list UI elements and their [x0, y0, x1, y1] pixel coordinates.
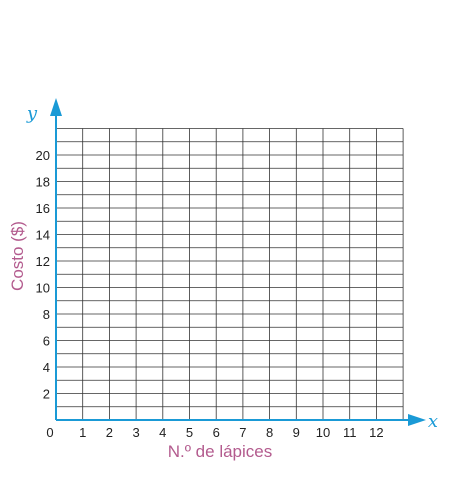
y-tick-label: 10: [36, 281, 50, 296]
x-tick-label: 5: [186, 425, 193, 440]
x-tick-label: 3: [132, 425, 139, 440]
y-tick-label: 16: [36, 201, 50, 216]
axes: [50, 98, 426, 426]
y-tick-label: 6: [43, 334, 50, 349]
y-axis-name: y: [26, 103, 38, 124]
x-tick-label: 10: [316, 425, 330, 440]
y-tick-label: 12: [36, 254, 50, 269]
y-axis-arrow-icon: [50, 98, 62, 116]
x-tick-label: 7: [239, 425, 246, 440]
x-tick-label: 11: [343, 425, 357, 440]
grid: [56, 129, 403, 421]
y-tick-label: 8: [43, 307, 50, 322]
y-tick-labels: 2 4 6 8 10 12 14 16 18 20: [36, 148, 50, 402]
x-tick-label: 2: [106, 425, 113, 440]
x-axis-label: N.º de lápices: [168, 442, 272, 461]
y-tick-label: 4: [43, 360, 50, 375]
x-axis-arrow-icon: [408, 414, 426, 426]
x-tick-label: 9: [293, 425, 300, 440]
y-tick-label: 14: [36, 228, 50, 243]
x-tick-label: 1: [79, 425, 86, 440]
x-tick-label: 4: [159, 425, 166, 440]
x-tick-label: 6: [213, 425, 220, 440]
y-axis-label: Costo ($): [8, 221, 27, 291]
y-tick-label: 2: [43, 387, 50, 402]
y-tick-label: 18: [36, 175, 50, 190]
y-tick-label: 20: [36, 148, 50, 163]
x-tick-label: 8: [266, 425, 273, 440]
x-tick-label: 12: [369, 425, 383, 440]
origin-label: 0: [46, 425, 53, 440]
x-tick-labels: 1 2 3 4 5 6 7 8 9 10 11 12: [79, 425, 384, 440]
x-axis-name: x: [428, 411, 438, 432]
